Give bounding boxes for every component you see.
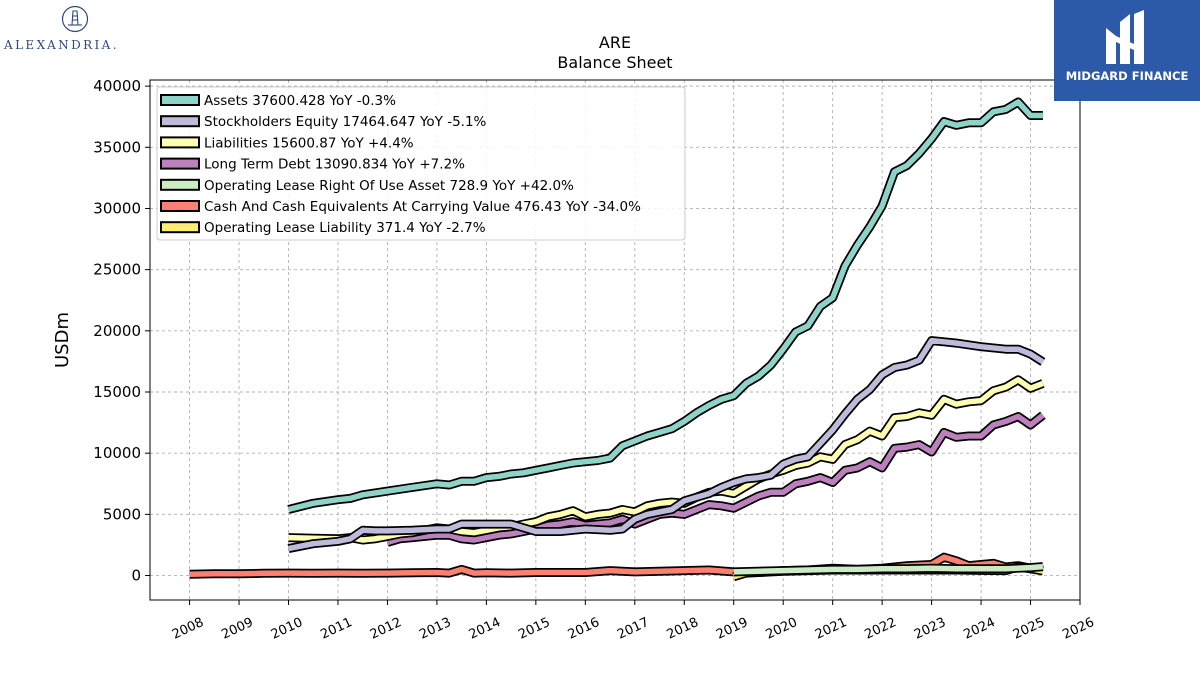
- x-tick-label: 2012: [368, 615, 404, 643]
- legend-label: Stockholders Equity 17464.647 YoY -5.1%: [204, 114, 487, 130]
- x-tick-label: 2019: [714, 615, 750, 643]
- chart-title: ARE: [599, 33, 631, 52]
- legend-swatch: [160, 115, 200, 128]
- legend-label: Liabilities 15600.87 YoY +4.4%: [204, 135, 414, 151]
- x-tick-label: 2016: [566, 615, 602, 643]
- alexandria-logo-text: ALEXANDRIA.: [4, 38, 119, 52]
- y-tick-label: 15000: [93, 383, 141, 401]
- x-tick-label: 2011: [318, 615, 354, 643]
- x-tick-label: 2025: [1011, 615, 1047, 643]
- series-line-5: [287, 337, 1045, 552]
- y-tick-label: 25000: [93, 261, 141, 279]
- x-tick-label: 2018: [665, 615, 701, 643]
- y-tick-label: 0: [131, 567, 141, 585]
- midgard-finance-logo: MIDGARD FINANCE: [1054, 0, 1200, 101]
- y-tick-label: 40000: [93, 77, 141, 95]
- x-tick-label: 2024: [961, 615, 997, 643]
- x-tick-label: 2015: [516, 615, 552, 643]
- legend-swatch: [160, 178, 200, 191]
- legend-label: Long Term Debt 13090.834 YoY +7.2%: [204, 157, 465, 173]
- lighthouse-emblem-icon: [61, 5, 89, 33]
- y-tick-label: 10000: [93, 444, 141, 462]
- series-line-3: [386, 413, 1045, 546]
- y-axis-label: USDm: [52, 312, 73, 368]
- legend-label: Assets 37600.428 YoY -0.3%: [204, 93, 396, 109]
- x-tick-label: 2009: [219, 615, 255, 643]
- chart-subtitle: Balance Sheet: [557, 53, 672, 72]
- x-tick-label: 2008: [170, 615, 206, 643]
- x-tick-label: 2013: [417, 615, 453, 643]
- x-tick-label: 2022: [862, 615, 898, 643]
- x-tick-label: 2014: [467, 615, 503, 643]
- series-line-6: [287, 99, 1043, 513]
- alexandria-logo: ALEXANDRIA.: [4, 4, 150, 56]
- x-tick-label: 2010: [269, 615, 305, 643]
- x-tick-label: 2026: [1060, 615, 1096, 643]
- x-tick-label: 2017: [615, 615, 651, 643]
- x-tick-label: 2023: [912, 615, 948, 643]
- plot-frame: [149, 79, 1081, 601]
- legend-swatch: [160, 94, 200, 106]
- midgard-mark-icon: [1106, 10, 1144, 64]
- y-tick-label: 20000: [93, 322, 141, 340]
- legend-box: [156, 86, 686, 241]
- legend-label: Cash And Cash Equivalents At Carrying Va…: [204, 199, 641, 215]
- x-tick-label: 2021: [813, 615, 849, 643]
- legend-swatch: [160, 157, 200, 170]
- midgard-finance-logo-text: MIDGARD FINANCE: [1065, 69, 1189, 83]
- x-tick-label: 2020: [764, 615, 800, 643]
- legend-swatch: [160, 200, 200, 212]
- legend-swatch: [160, 136, 200, 149]
- y-tick-label: 5000: [103, 505, 141, 523]
- legend-label: Operating Lease Right Of Use Asset 728.9…: [204, 178, 574, 194]
- y-tick-label: 35000: [93, 138, 141, 156]
- series-line-0: [189, 554, 1044, 578]
- legend-label: Operating Lease Liability 371.4 YoY -2.7…: [204, 220, 486, 236]
- y-tick-label: 30000: [93, 199, 141, 217]
- legend-swatch: [160, 221, 200, 234]
- series-line-2: [733, 563, 1044, 575]
